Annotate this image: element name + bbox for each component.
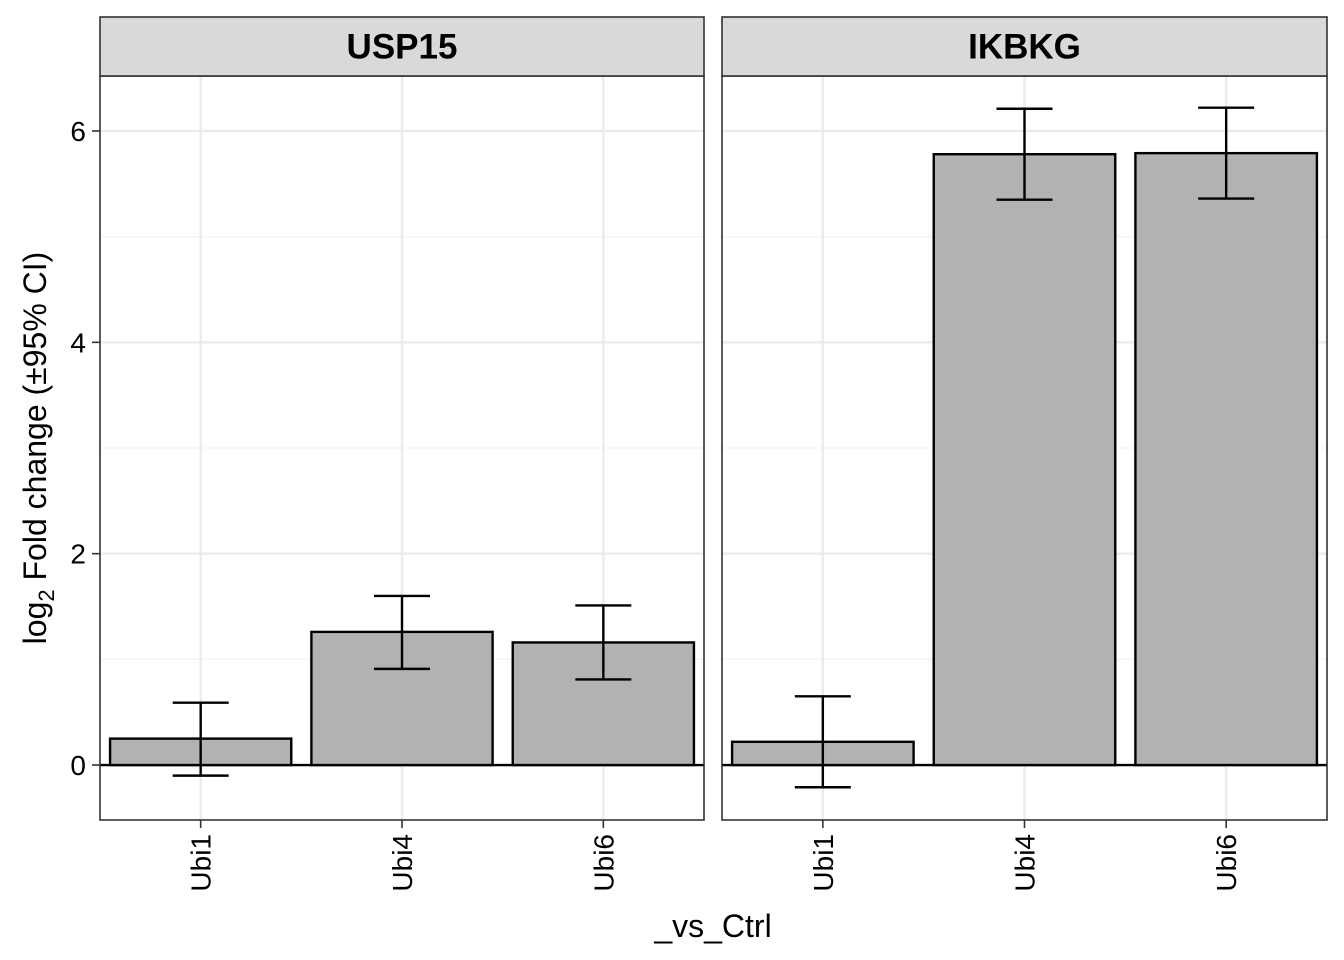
x-tick-label-ubi1: Ubi1 bbox=[186, 834, 217, 892]
x-tick-label-ubi4: Ubi4 bbox=[1010, 834, 1041, 892]
y-axis-title: log2 Fold change (±95% CI) bbox=[17, 252, 59, 645]
y-tick-label: 2 bbox=[70, 539, 86, 570]
error-bar-ubi6 bbox=[575, 604, 632, 681]
x-tick-label-ubi1: Ubi1 bbox=[808, 834, 839, 892]
facets-layer: USP15 Ubi1 Ubi4 Ubi6 IKBKG Ubi1 Ubi4 Ubi6 bbox=[99, 16, 1328, 892]
y-axis-title-suffix: Fold change (±95% CI) bbox=[17, 252, 53, 590]
y-tick-label: 0 bbox=[70, 750, 86, 781]
error-bar-ubi6 bbox=[1198, 106, 1255, 200]
y-axis: 0 2 4 6 bbox=[70, 116, 100, 781]
facet-strip-label: USP15 bbox=[347, 28, 458, 67]
x-tick-label-ubi4: Ubi4 bbox=[387, 834, 418, 892]
y-tick-label: 4 bbox=[70, 327, 86, 358]
y-axis-title-subscript: 2 bbox=[34, 589, 59, 601]
x-tick-label-ubi6: Ubi6 bbox=[588, 834, 619, 892]
error-bar-ubi1 bbox=[172, 701, 229, 777]
y-tick-label: 6 bbox=[70, 116, 86, 147]
error-bar-ubi1 bbox=[794, 695, 851, 789]
facet-panel-usp15: USP15 Ubi1 Ubi4 Ubi6 bbox=[99, 16, 705, 892]
error-bar-ubi4 bbox=[374, 594, 430, 671]
facet-strip-label: IKBKG bbox=[968, 28, 1081, 67]
x-tick-label-ubi6: Ubi6 bbox=[1211, 834, 1242, 892]
y-axis-title-prefix: log bbox=[17, 602, 53, 645]
x-axis-title: _vs_Ctrl bbox=[653, 908, 771, 944]
error-bar-ubi4 bbox=[996, 107, 1053, 201]
bar-ubi6 bbox=[1134, 151, 1319, 767]
facet-panel-ikbkg: IKBKG Ubi1 Ubi4 Ubi6 bbox=[721, 16, 1328, 892]
bar-ubi4 bbox=[932, 153, 1117, 767]
facet-strip bbox=[721, 16, 1328, 77]
facet-strip bbox=[99, 16, 705, 77]
